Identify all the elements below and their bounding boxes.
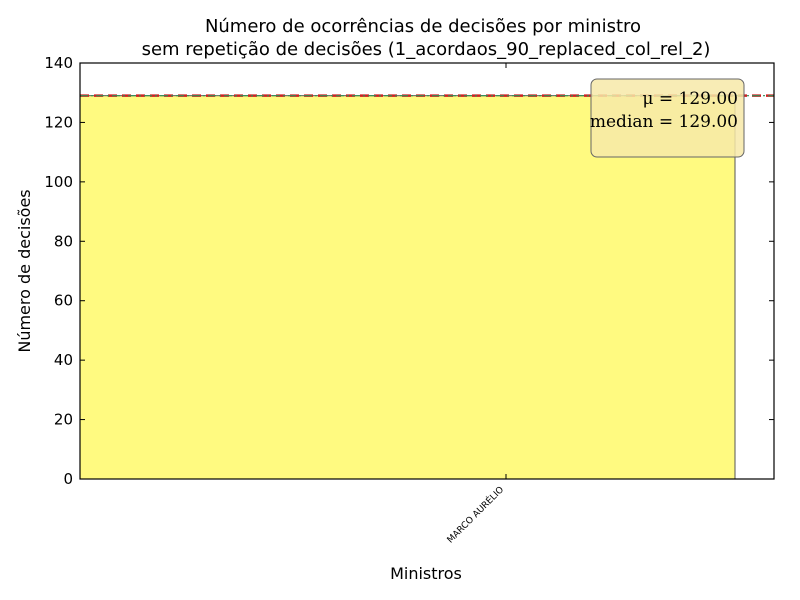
y-tick-label: 140 [44, 54, 73, 72]
y-tick-label: 60 [54, 292, 73, 310]
stats-legend: μ = 129.00 median = 129.00 [590, 78, 745, 158]
y-tick-label: 120 [44, 113, 73, 131]
chart-subtitle: sem repetição de decisões (1_acordaos_90… [142, 39, 711, 60]
y-tick-label: 0 [63, 470, 73, 488]
x-tick-label: MARCO AURÉLIO [444, 484, 506, 546]
x-axis-label: Ministros [390, 564, 462, 583]
y-tick-label: 80 [54, 232, 73, 250]
mean-text: μ = 129.00 [642, 89, 738, 109]
chart-title: Número de ocorrências de decisões por mi… [205, 16, 641, 37]
median-text: median = 129.00 [590, 112, 738, 132]
y-tick-label: 20 [54, 411, 73, 429]
y-axis-label: Número de decisões [15, 189, 34, 352]
axes-frame [79, 62, 775, 480]
bar [79, 95, 736, 480]
stats-box-background [590, 78, 745, 158]
y-tick-label: 40 [54, 351, 73, 369]
y-tick-label: 100 [44, 173, 73, 191]
